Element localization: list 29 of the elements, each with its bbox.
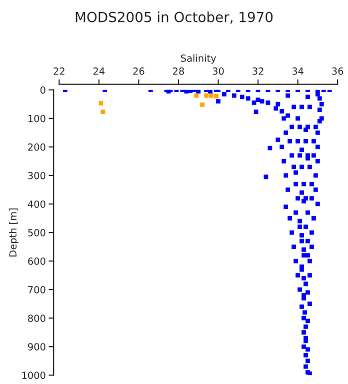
- x-tick-label: 28: [173, 67, 184, 75]
- y-tick-label: 0: [40, 86, 46, 94]
- point: [209, 93, 214, 98]
- y-tick-label: 500: [28, 228, 46, 236]
- point: [214, 94, 218, 98]
- y-tick-label: 200: [28, 143, 46, 151]
- point: [200, 102, 205, 107]
- y-tick-label: 100: [28, 114, 46, 122]
- x-tick-label: 34: [292, 67, 304, 75]
- y-tick-label: 600: [28, 258, 46, 265]
- y-tick-label: 700: [28, 286, 46, 294]
- x-tick-label: 22: [54, 67, 64, 75]
- x-tick-label: 30: [212, 67, 224, 75]
- y-tick-label: 900: [28, 343, 46, 350]
- x-tick-label: 24: [93, 67, 105, 75]
- y-axis-title: Depth [m]: [9, 208, 18, 256]
- x-axis-title: Salinity: [181, 54, 216, 64]
- point: [100, 110, 106, 114]
- x-tick-label: 36: [332, 67, 344, 75]
- point: [194, 93, 199, 98]
- y-tick-label: 400: [28, 200, 46, 208]
- point: [98, 101, 104, 106]
- point: [204, 93, 209, 98]
- x-tick-label: 26: [133, 67, 144, 75]
- x-tick-label: 32: [252, 67, 264, 75]
- chart-title: MODS2005 in October, 1970: [76, 12, 273, 24]
- y-tick-label: 1000: [22, 372, 46, 379]
- y-tick-label: 800: [28, 314, 46, 322]
- y-tick-label: 300: [28, 172, 46, 180]
